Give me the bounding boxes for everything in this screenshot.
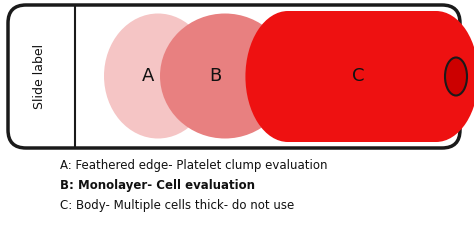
Text: C: C (352, 67, 364, 85)
Ellipse shape (104, 13, 212, 139)
Text: B: B (209, 67, 221, 85)
Ellipse shape (445, 58, 467, 95)
Ellipse shape (393, 11, 474, 142)
Text: A: Feathered edge- Platelet clump evaluation: A: Feathered edge- Platelet clump evalua… (60, 159, 328, 172)
Text: Slide label: Slide label (34, 43, 46, 109)
Ellipse shape (160, 13, 290, 139)
Text: B: Monolayer- Cell evaluation: B: Monolayer- Cell evaluation (60, 179, 255, 192)
Ellipse shape (246, 11, 330, 142)
Text: C: Body- Multiple cells thick- do not use: C: Body- Multiple cells thick- do not us… (60, 199, 294, 212)
Text: A: A (142, 67, 154, 85)
Bar (288, 11, 436, 142)
FancyBboxPatch shape (8, 5, 460, 148)
